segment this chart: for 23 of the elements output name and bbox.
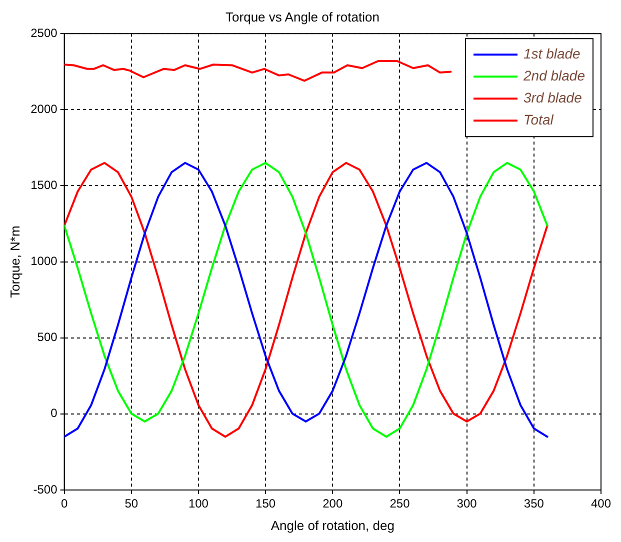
x-tick-label: 150 bbox=[256, 496, 276, 511]
legend-label: 2nd blade bbox=[522, 67, 586, 84]
x-axis-title: Angle of rotation, deg bbox=[270, 518, 394, 533]
x-tick-label: 400 bbox=[590, 496, 612, 511]
chart-title: Torque vs Angle of rotation bbox=[226, 9, 380, 24]
y-tick-label: 1000 bbox=[30, 254, 58, 268]
x-tick-label: 200 bbox=[322, 496, 343, 511]
y-tick-label: 0 bbox=[50, 406, 58, 420]
x-tick-label: 0 bbox=[60, 496, 68, 511]
x-tick-label: 350 bbox=[524, 496, 544, 511]
y-tick-label: -500 bbox=[33, 482, 58, 496]
y-tick-label: 2500 bbox=[30, 26, 58, 40]
x-tick-label: 250 bbox=[390, 496, 410, 511]
y-tick-label: 500 bbox=[37, 330, 58, 344]
y-axis-title: Torque, N*m bbox=[7, 226, 22, 298]
x-tick-label: 100 bbox=[188, 496, 209, 511]
legend-label: 3rd blade bbox=[523, 89, 582, 106]
legend-label: Total bbox=[523, 111, 554, 128]
y-tick-label: 1500 bbox=[30, 178, 58, 192]
y-tick-label: 2000 bbox=[30, 102, 58, 116]
legend-label: 1st blade bbox=[523, 45, 581, 62]
x-tick-label: 300 bbox=[456, 496, 478, 511]
x-tick-label: 50 bbox=[124, 496, 138, 511]
